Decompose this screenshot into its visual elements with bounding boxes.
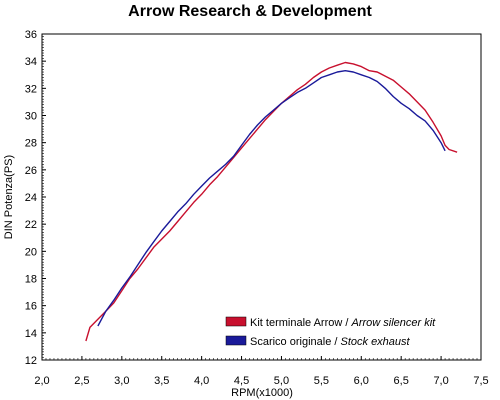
x-tick-label: 6,0 — [354, 375, 369, 387]
x-tick-label: 4,5 — [234, 375, 249, 387]
x-tick-labels: 2,0 2,5 3,0 3,5 4,0 4,5 5,0 5,5 6,0 6,5 7,0 7,5 — [34, 356, 489, 387]
y-tick-labels: 12 14 16 18 20 22 24 26 28 30 32 34 36 — [25, 29, 46, 367]
y-tick-label: 28 — [25, 138, 37, 150]
x-axis-label: RPM(x1000) — [231, 387, 293, 399]
y-tick-label: 26 — [25, 165, 37, 177]
y-tick-label: 14 — [25, 328, 37, 340]
x-minor-ticks — [41, 358, 482, 360]
y-tick-label: 36 — [25, 29, 37, 41]
x-tick-label: 5,0 — [274, 375, 289, 387]
legend-label-arrow: Kit terminale Arrow / Arrow silencer kit — [250, 317, 436, 329]
chart-title: Arrow Research & Development — [128, 3, 372, 20]
x-tick-label: 2,5 — [74, 375, 89, 387]
x-tick-label: 2,0 — [34, 375, 49, 387]
y-tick-label: 30 — [25, 111, 37, 123]
legend-label-arrow-italic: Arrow silencer kit — [350, 317, 436, 329]
y-tick-label: 16 — [25, 301, 37, 313]
legend-label-arrow-plain: Kit terminale Arrow / — [250, 317, 351, 329]
legend-label-stock-plain: Scarico originale / — [250, 336, 341, 348]
legend: Kit terminale Arrow / Arrow silencer kit… — [225, 316, 436, 348]
x-tick-label: 4,0 — [194, 375, 209, 387]
y-tick-label: 20 — [25, 246, 37, 258]
y-axis-label: DIN Potenza(PS) — [3, 155, 15, 239]
y-tick-label: 22 — [25, 219, 37, 231]
legend-label-stock: Scarico originale / Stock exhaust — [250, 336, 411, 348]
y-tick-label: 18 — [25, 274, 37, 286]
legend-label-stock-italic: Stock exhaust — [341, 336, 411, 348]
legend-swatch-stock — [225, 335, 247, 346]
x-tick-label: 3,5 — [154, 375, 169, 387]
x-tick-label: 7,0 — [433, 375, 448, 387]
legend-swatch-arrow — [225, 316, 247, 327]
y-tick-label: 12 — [25, 355, 37, 367]
y-tick-label: 32 — [25, 83, 37, 95]
plot-area — [41, 33, 482, 361]
x-tick-label: 7,5 — [473, 375, 488, 387]
y-tick-label: 24 — [25, 192, 37, 204]
x-tick-label: 3,0 — [114, 375, 129, 387]
series-layer — [85, 61, 458, 342]
x-tick-label: 6,5 — [394, 375, 409, 387]
x-tick-label: 5,5 — [314, 375, 329, 387]
series-line-stock — [97, 69, 446, 327]
y-tick-label: 34 — [25, 56, 37, 68]
series-line-arrow — [85, 61, 458, 342]
